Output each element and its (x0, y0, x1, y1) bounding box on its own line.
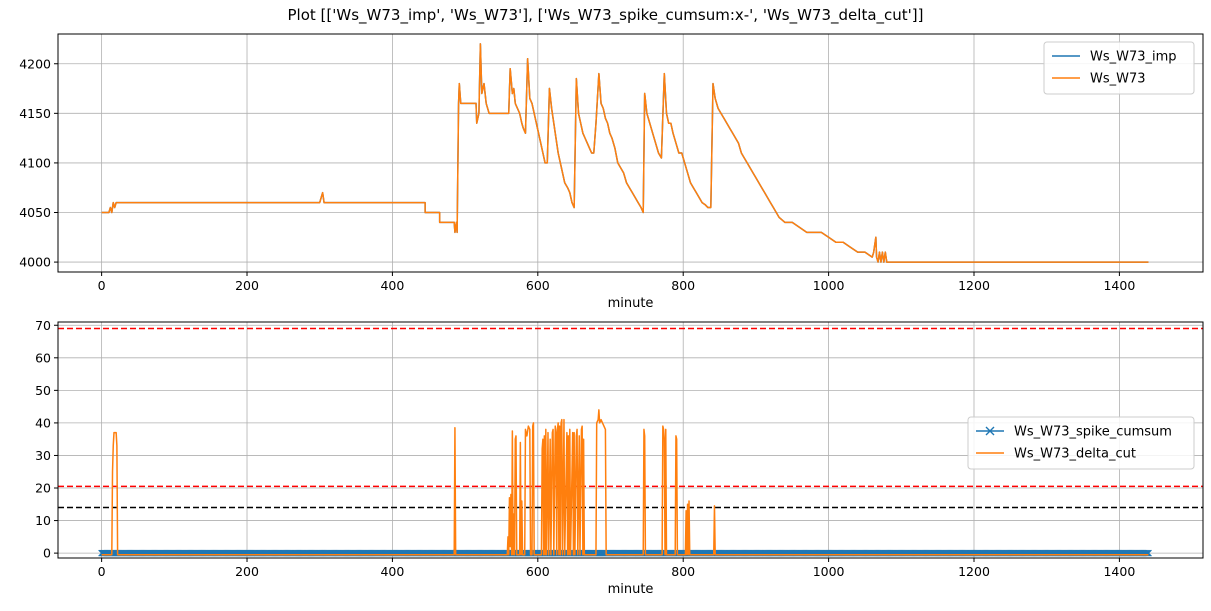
x-tick-label: 400 (380, 278, 404, 293)
legend-label: Ws_W73 (1090, 72, 1146, 87)
legend: Ws_W73_imp Ws_W73 (1043, 41, 1195, 95)
y-tick-label: 40 (35, 415, 51, 430)
legend-box (1043, 41, 1195, 95)
legend: Ws_W73_spike_cumsum Ws_W73_delta_cut (967, 416, 1195, 470)
x-axis-label: minute (608, 296, 654, 311)
x-tick-label: 1200 (958, 564, 990, 579)
x-tick-label: 800 (671, 564, 695, 579)
x-tick-label: 1400 (1103, 564, 1135, 579)
x-tick-label: 200 (235, 278, 259, 293)
series-line-2 (101, 409, 1149, 556)
legend-box (967, 416, 1195, 470)
y-tick-label: 4050 (19, 205, 51, 220)
x-tick-label: 1400 (1103, 278, 1135, 293)
legend-label: Ws_W73_spike_cumsum (1014, 425, 1172, 440)
axes-frame (57, 33, 1204, 273)
y-tick-label: 4100 (19, 155, 51, 170)
y-tick-label: 50 (35, 383, 51, 398)
y-tick-label: 60 (35, 350, 51, 365)
series-line-2 (101, 43, 1149, 263)
y-tick-label: 4200 (19, 56, 51, 71)
x-axis-label: minute (608, 582, 654, 597)
x-tick-label: 1200 (958, 278, 990, 293)
legend-label: Ws_W73_delta_cut (1014, 447, 1136, 462)
x-tick-label: 600 (526, 278, 550, 293)
legend-label: Ws_W73_imp (1090, 50, 1177, 65)
y-tick-label: 20 (35, 481, 51, 496)
x-tick-label: 800 (671, 278, 695, 293)
y-tick-label: 4000 (19, 255, 51, 270)
axes-frame (57, 321, 1204, 559)
plot-area (58, 327, 1203, 557)
x-tick-label: 1000 (813, 278, 845, 293)
x-tick-label: 0 (98, 278, 106, 293)
y-tick-label: 0 (43, 546, 51, 561)
y-tick-label: 10 (35, 513, 51, 528)
y-tick-label: 30 (35, 448, 51, 463)
x-tick-label: 600 (526, 564, 550, 579)
y-tick-label: 4150 (19, 106, 51, 121)
x-tick-label: 0 (98, 564, 106, 579)
x-tick-label: 1000 (813, 564, 845, 579)
figure-title: Plot [['Ws_W73_imp', 'Ws_W73'], ['Ws_W73… (287, 6, 924, 24)
subplot-1: 0 200 400 600 800 1000 1200 1400 4000 4050 4100 415… (19, 33, 1204, 311)
y-tick-label: 70 (35, 318, 51, 333)
plot-area (101, 43, 1149, 263)
x-tick-label: 200 (235, 564, 259, 579)
subplot-2: 0 200 400 600 800 1000 1200 1400 0 10 20 30 40 50 60 70… (35, 318, 1204, 597)
legend-marker (985, 426, 995, 436)
series-line-1 (101, 43, 1149, 263)
x-tick-label: 400 (380, 564, 404, 579)
